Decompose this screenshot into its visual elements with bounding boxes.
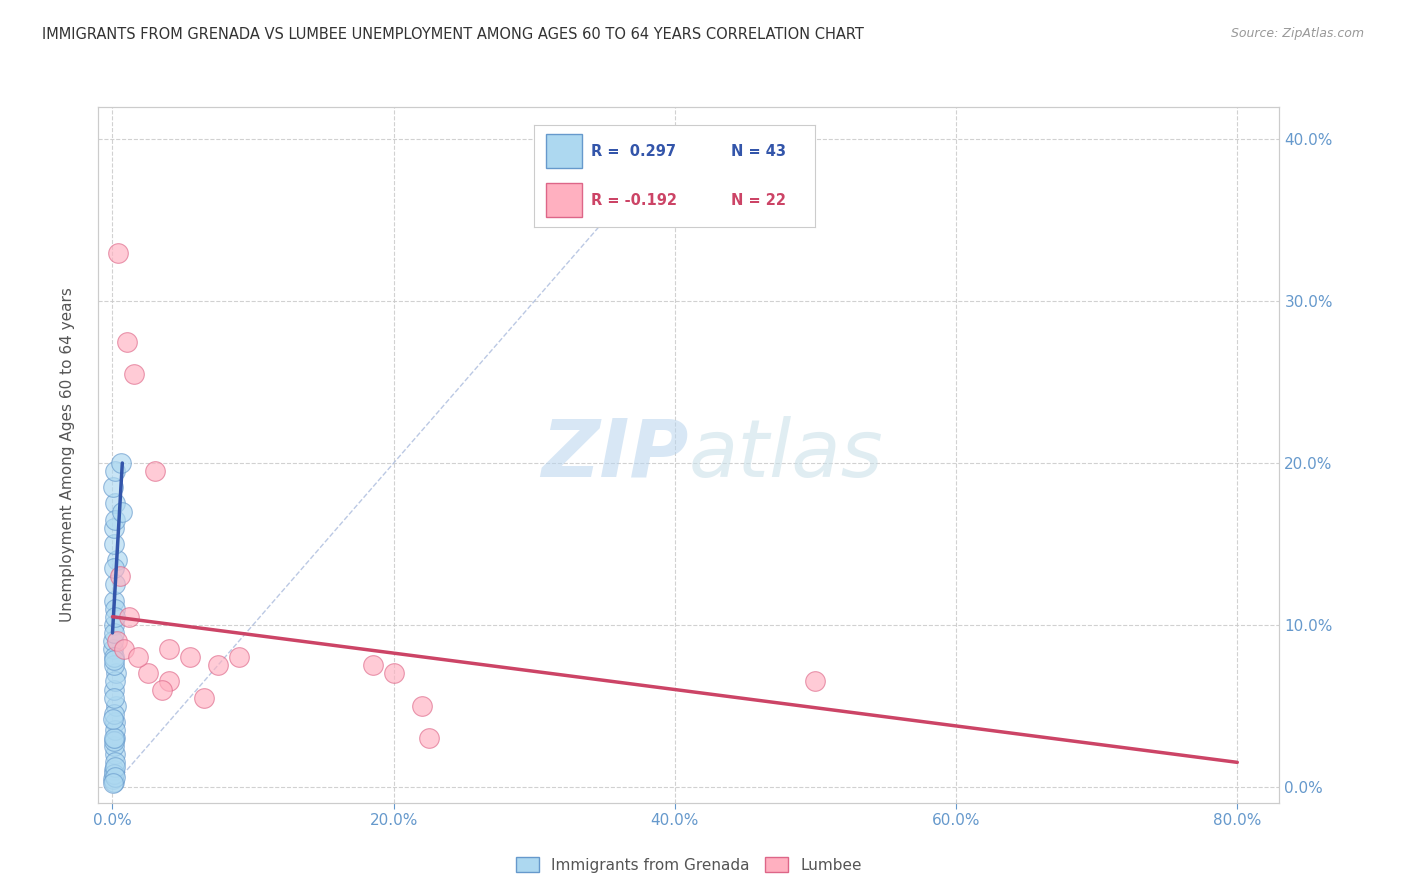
Point — [115, 334, 138, 349]
Point — [104, 577, 127, 591]
Point — [228, 650, 250, 665]
Point — [103, 650, 125, 665]
Point — [103, 690, 125, 705]
Point — [361, 658, 384, 673]
Point — [103, 593, 125, 607]
Point — [103, 731, 125, 745]
Point — [104, 714, 127, 729]
Point — [136, 666, 159, 681]
Point — [105, 553, 128, 567]
Point — [104, 760, 127, 774]
Point — [122, 367, 145, 381]
Text: N = 43: N = 43 — [731, 144, 786, 159]
Point — [110, 456, 132, 470]
Point — [103, 712, 125, 726]
Point — [104, 747, 127, 762]
Bar — [546, 134, 582, 168]
Point — [108, 569, 131, 583]
Point — [127, 650, 149, 665]
Point — [103, 634, 125, 648]
Point — [104, 496, 127, 510]
Point — [143, 464, 166, 478]
Point — [179, 650, 201, 665]
Point — [103, 561, 125, 575]
Point — [103, 537, 125, 551]
Point — [103, 653, 125, 667]
Point — [104, 723, 127, 737]
Point — [104, 609, 127, 624]
Point — [411, 698, 433, 713]
Point — [103, 774, 125, 789]
Point — [103, 766, 125, 780]
Text: R =  0.297: R = 0.297 — [591, 144, 675, 159]
Point — [111, 504, 134, 518]
Point — [118, 609, 141, 624]
Point — [103, 626, 125, 640]
Point — [105, 698, 128, 713]
Point — [104, 674, 127, 689]
Point — [103, 776, 125, 790]
Point — [104, 731, 127, 745]
Point — [104, 601, 127, 615]
Text: Source: ZipAtlas.com: Source: ZipAtlas.com — [1230, 27, 1364, 40]
Text: R = -0.192: R = -0.192 — [591, 193, 676, 208]
Y-axis label: Unemployment Among Ages 60 to 64 years: Unemployment Among Ages 60 to 64 years — [60, 287, 75, 623]
Point — [104, 770, 127, 784]
Text: atlas: atlas — [689, 416, 884, 494]
Point — [104, 513, 127, 527]
Point — [103, 734, 125, 748]
Point — [804, 674, 827, 689]
Point — [104, 464, 127, 478]
Point — [103, 642, 125, 657]
Point — [103, 658, 125, 673]
Point — [105, 634, 128, 648]
Point — [207, 658, 229, 673]
Point — [157, 642, 180, 657]
Legend: Immigrants from Grenada, Lumbee: Immigrants from Grenada, Lumbee — [510, 850, 868, 879]
Bar — [546, 184, 582, 218]
Point — [103, 682, 125, 697]
Point — [157, 674, 180, 689]
Point — [103, 617, 125, 632]
Text: ZIP: ZIP — [541, 416, 689, 494]
Text: N = 22: N = 22 — [731, 193, 786, 208]
Point — [103, 772, 125, 786]
Point — [107, 245, 129, 260]
Point — [150, 682, 173, 697]
Point — [104, 666, 127, 681]
Point — [193, 690, 215, 705]
Text: IMMIGRANTS FROM GRENADA VS LUMBEE UNEMPLOYMENT AMONG AGES 60 TO 64 YEARS CORRELA: IMMIGRANTS FROM GRENADA VS LUMBEE UNEMPL… — [42, 27, 865, 42]
Point — [418, 731, 440, 745]
Point — [103, 739, 125, 754]
Point — [104, 756, 127, 770]
Point — [112, 642, 135, 657]
Point — [103, 480, 125, 494]
Point — [382, 666, 405, 681]
Point — [103, 521, 125, 535]
Point — [103, 706, 125, 721]
Point — [103, 764, 125, 778]
